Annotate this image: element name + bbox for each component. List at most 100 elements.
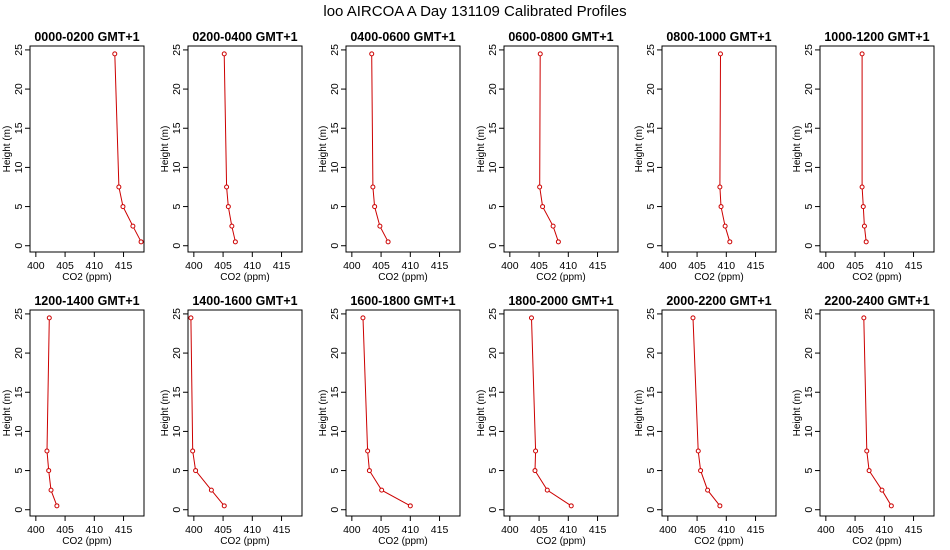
- y-axis-label: Height (m): [634, 126, 645, 173]
- panel-title: 0600-0800 GMT+1: [508, 30, 613, 44]
- y-tick-label: 5: [645, 203, 657, 209]
- profile-point: [112, 51, 118, 57]
- profile-line: [863, 317, 892, 507]
- y-axis-label: Height (m): [160, 126, 171, 173]
- profile-point: [860, 204, 866, 210]
- plot-frame: [819, 45, 935, 253]
- x-tick-label: 400: [817, 260, 835, 272]
- profile-panel-11: 2000-2200 GMT+1 400 405 410 415 0 5 10 15 20 25 CO2…: [634, 294, 777, 547]
- x-axis-label: CO2 (ppm): [536, 536, 585, 547]
- y-tick-label: 0: [171, 243, 183, 249]
- profile-point: [866, 468, 872, 474]
- profile-point: [544, 487, 550, 493]
- x-tick-label: 415: [431, 524, 449, 536]
- y-tick-label: 25: [645, 308, 657, 320]
- x-tick-label: 415: [115, 524, 133, 536]
- profile-point: [229, 223, 235, 229]
- panel-title: 2000-2200 GMT+1: [666, 294, 771, 308]
- y-tick-label: 20: [645, 83, 657, 95]
- y-tick-label: 15: [329, 386, 341, 398]
- y-tick-label: 0: [171, 507, 183, 513]
- panel-title: 1600-1800 GMT+1: [350, 294, 455, 308]
- y-tick-label: 5: [803, 467, 815, 473]
- x-tick-label: 400: [185, 260, 203, 272]
- x-axis-label: CO2 (ppm): [62, 536, 111, 547]
- profile-point: [365, 448, 371, 454]
- x-tick-label: 400: [501, 260, 519, 272]
- y-tick-label: 25: [803, 308, 815, 320]
- y-tick-label: 10: [645, 425, 657, 437]
- profile-point: [44, 448, 50, 454]
- x-tick-label: 415: [273, 260, 291, 272]
- y-tick-label: 0: [487, 507, 499, 513]
- profile-point: [537, 184, 543, 190]
- y-tick-label: 0: [329, 243, 341, 249]
- plot-frame: [661, 309, 777, 517]
- y-tick-label: 15: [13, 386, 25, 398]
- x-tick-label: 400: [185, 524, 203, 536]
- x-tick-label: 415: [905, 260, 923, 272]
- y-tick-label: 0: [645, 507, 657, 513]
- x-tick-label: 410: [560, 524, 578, 536]
- y-tick-label: 0: [13, 507, 25, 513]
- x-tick-label: 400: [27, 260, 45, 272]
- profile-point: [550, 223, 556, 229]
- y-axis-label: Height (m): [476, 126, 487, 173]
- x-tick-label: 405: [372, 260, 390, 272]
- plot-frame: [187, 45, 303, 253]
- profile-point: [727, 239, 733, 245]
- profile-point: [385, 239, 391, 245]
- y-tick-label: 20: [487, 83, 499, 95]
- y-tick-label: 15: [171, 386, 183, 398]
- y-tick-label: 15: [803, 386, 815, 398]
- profile-line: [861, 53, 867, 242]
- y-tick-label: 20: [13, 347, 25, 359]
- profile-point: [717, 503, 723, 509]
- profile-point: [540, 204, 546, 210]
- profile-point: [190, 448, 196, 454]
- y-tick-label: 20: [13, 83, 25, 95]
- profile-panel-1: 0000-0200 GMT+1 400 405 410 415 0 5 10 15 20 25 CO2…: [2, 30, 145, 283]
- x-tick-label: 405: [214, 260, 232, 272]
- x-tick-label: 405: [214, 524, 232, 536]
- panel-grid: 0000-0200 GMT+1 400 405 410 415 0 5 10 15 20 25 CO2…: [2, 30, 935, 547]
- x-tick-label: 405: [530, 260, 548, 272]
- profile-point: [46, 468, 52, 474]
- y-axis-label: Height (m): [792, 126, 803, 173]
- plot-frame: [503, 45, 619, 253]
- y-axis-label: Height (m): [318, 390, 329, 437]
- profile-point: [221, 51, 227, 57]
- profile-point: [224, 184, 230, 190]
- y-tick-label: 15: [171, 122, 183, 134]
- x-tick-label: 400: [343, 260, 361, 272]
- x-tick-label: 410: [876, 524, 894, 536]
- profile-point: [537, 51, 543, 57]
- profile-point: [130, 223, 136, 229]
- y-tick-label: 25: [171, 308, 183, 320]
- profile-point: [690, 315, 696, 321]
- profile-panel-5: 0800-1000 GMT+1 400 405 410 415 0 5 10 15 20 25 CO2…: [634, 30, 777, 283]
- y-tick-label: 10: [803, 161, 815, 173]
- y-tick-label: 5: [487, 467, 499, 473]
- y-axis-label: Height (m): [318, 126, 329, 173]
- x-tick-label: 405: [372, 524, 390, 536]
- profile-panel-8: 1400-1600 GMT+1 400 405 410 415 0 5 10 15 20 25 CO2…: [160, 294, 303, 547]
- profile-point: [360, 315, 366, 321]
- y-tick-label: 0: [329, 507, 341, 513]
- y-tick-label: 10: [171, 161, 183, 173]
- y-axis-label: Height (m): [792, 390, 803, 437]
- x-axis-label: CO2 (ppm): [378, 272, 427, 283]
- x-tick-label: 415: [273, 524, 291, 536]
- y-tick-label: 10: [487, 161, 499, 173]
- panel-title: 1400-1600 GMT+1: [192, 294, 297, 308]
- profile-line: [190, 317, 225, 507]
- y-tick-label: 0: [803, 507, 815, 513]
- panel-title: 0800-1000 GMT+1: [666, 30, 771, 44]
- plot-frame: [29, 309, 145, 517]
- x-tick-label: 410: [402, 260, 420, 272]
- profile-point: [232, 239, 238, 245]
- x-tick-label: 410: [718, 524, 736, 536]
- y-tick-label: 20: [171, 347, 183, 359]
- profile-line: [362, 317, 411, 507]
- y-tick-label: 5: [645, 467, 657, 473]
